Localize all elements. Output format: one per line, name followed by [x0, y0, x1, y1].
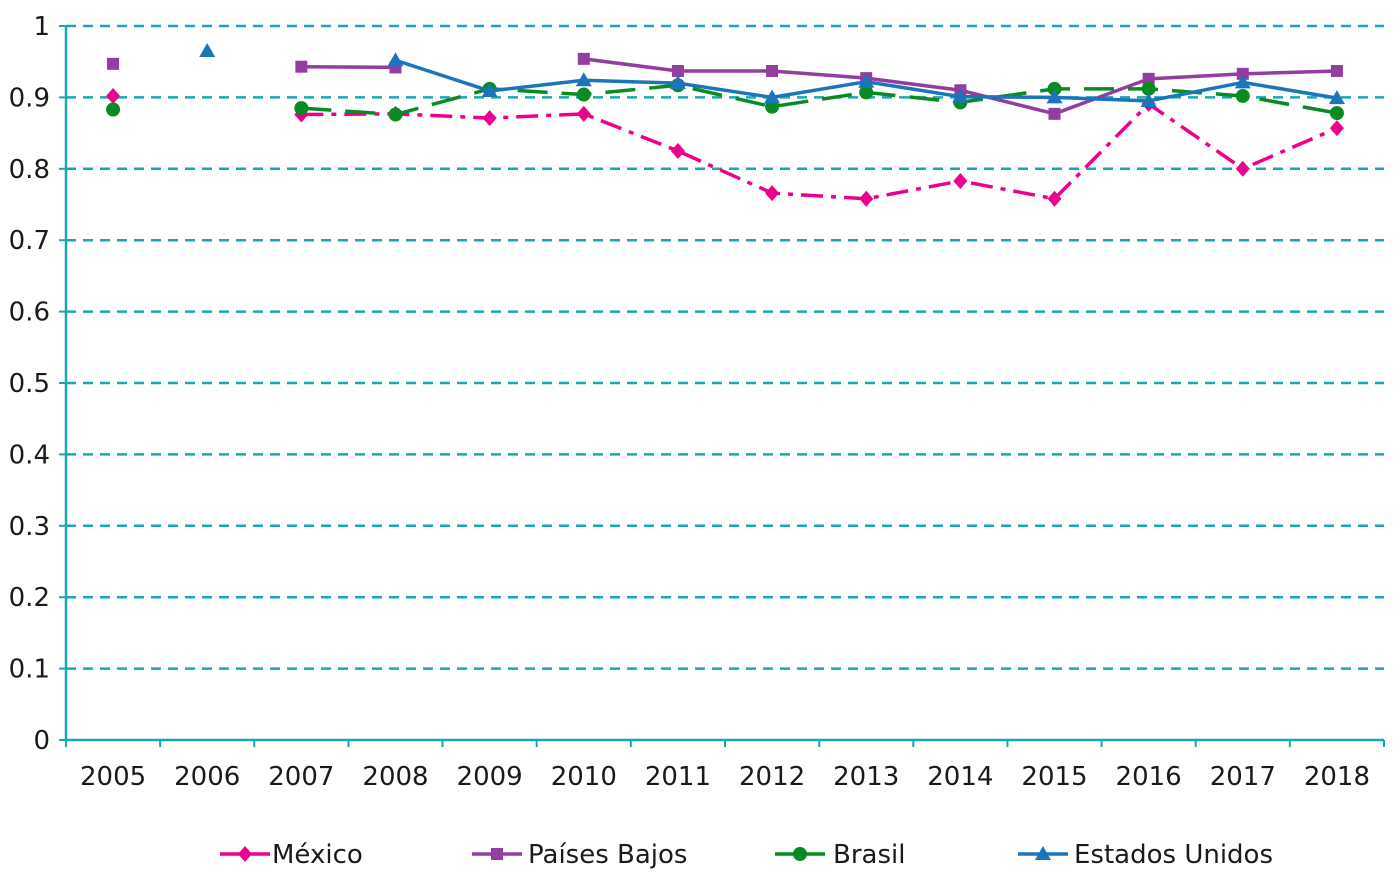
legend-item-1: Países Bajos: [472, 840, 687, 870]
x-tick-label: 2012: [739, 762, 805, 792]
series-0: [106, 87, 1344, 207]
series-line: [301, 102, 1338, 201]
data-point: [1048, 107, 1061, 120]
data-point: [1329, 106, 1344, 121]
y-tick-label: 0.1: [9, 655, 50, 685]
x-tick-labels: 2005 2006 2007 2008 2009 2010 2011 2012 2013 2014…: [80, 762, 1370, 792]
y-tick-label: 0.6: [9, 298, 50, 328]
series-line: [301, 64, 396, 70]
data-point: [669, 75, 686, 90]
data-point: [1141, 81, 1156, 96]
x-tick-label: 2011: [645, 762, 711, 792]
y-tick-label: 0.9: [9, 83, 50, 113]
legend-item-2: Brasil: [775, 840, 905, 870]
legend-label: Estados Unidos: [1074, 840, 1273, 870]
legend-item-0: México: [220, 840, 363, 870]
data-point: [575, 72, 592, 87]
x-tick-label: 2014: [927, 762, 993, 792]
legend-swatch-marker: [1035, 846, 1051, 860]
series-3: [199, 42, 1345, 107]
y-tick-label: 0.4: [9, 440, 50, 470]
data-point: [1234, 74, 1251, 89]
data-point: [294, 101, 309, 116]
data-point: [482, 110, 497, 127]
data-point: [859, 190, 874, 207]
x-tick-label: 2016: [1116, 762, 1182, 792]
legend-label: México: [272, 840, 363, 870]
data-point: [1330, 64, 1343, 77]
data-point: [388, 107, 403, 122]
axes: [59, 25, 1385, 747]
data-point: [481, 82, 498, 97]
x-tick-label: 2006: [174, 762, 240, 792]
grid-lines: [66, 24, 1384, 670]
data-point: [765, 185, 780, 202]
data-point: [1329, 120, 1344, 137]
x-tick-label: 2018: [1304, 762, 1370, 792]
legend-label: Brasil: [833, 840, 905, 870]
data-point: [1328, 90, 1345, 105]
data-point: [1142, 72, 1155, 85]
data-point: [106, 102, 121, 117]
data-point: [1047, 81, 1062, 96]
data-point: [387, 52, 404, 67]
data-point: [577, 52, 590, 65]
data-point: [576, 105, 591, 122]
data-point: [670, 142, 685, 159]
y-tick-label: 0.7: [9, 226, 50, 256]
data-point: [107, 57, 120, 70]
x-tick-label: 2010: [551, 762, 617, 792]
data-point: [295, 60, 308, 73]
data-point: [1235, 160, 1250, 177]
data-point: [1047, 190, 1062, 207]
x-tick-label: 2017: [1210, 762, 1276, 792]
x-tick-label: 2015: [1021, 762, 1087, 792]
data-point: [671, 64, 684, 77]
data-point: [199, 42, 216, 57]
x-tick-label: 2007: [268, 762, 334, 792]
x-tick-label: 2013: [833, 762, 899, 792]
data-point: [106, 87, 121, 104]
x-tick-label: 2009: [457, 762, 523, 792]
data-point: [764, 89, 781, 104]
y-tick-label: 0.3: [9, 512, 50, 542]
data-point: [766, 64, 779, 77]
legend-item-3: Estados Unidos: [1018, 840, 1273, 870]
legend-swatch-marker: [793, 847, 807, 861]
legend: México Países Bajos Brasil Estados Unidos: [220, 840, 1273, 870]
y-tick-label: 0.5: [9, 369, 50, 399]
legend-swatch-marker: [238, 846, 252, 862]
data-point: [952, 88, 969, 103]
data-point: [858, 73, 875, 88]
y-tick-label: 0.2: [9, 583, 50, 613]
data-point: [1140, 92, 1157, 107]
y-tick-label: 0: [33, 726, 50, 756]
data-point: [953, 172, 968, 189]
y-tick-label: 0.8: [9, 155, 50, 185]
data-point: [576, 87, 591, 102]
series-group: [106, 42, 1345, 207]
data-point: [1046, 89, 1063, 104]
y-tick-label: 1: [33, 12, 50, 42]
y-tick-labels: 0 0.1 0.2 0.3 0.4 0.5 0.6 0.7 0.8 0.9 1: [9, 12, 50, 756]
legend-swatch-marker: [491, 848, 503, 860]
data-point: [859, 85, 874, 100]
data-point: [1235, 88, 1250, 103]
x-tick-label: 2005: [80, 762, 146, 792]
x-tick-label: 2008: [362, 762, 428, 792]
legend-label: Países Bajos: [528, 840, 687, 870]
data-point: [1236, 67, 1249, 80]
